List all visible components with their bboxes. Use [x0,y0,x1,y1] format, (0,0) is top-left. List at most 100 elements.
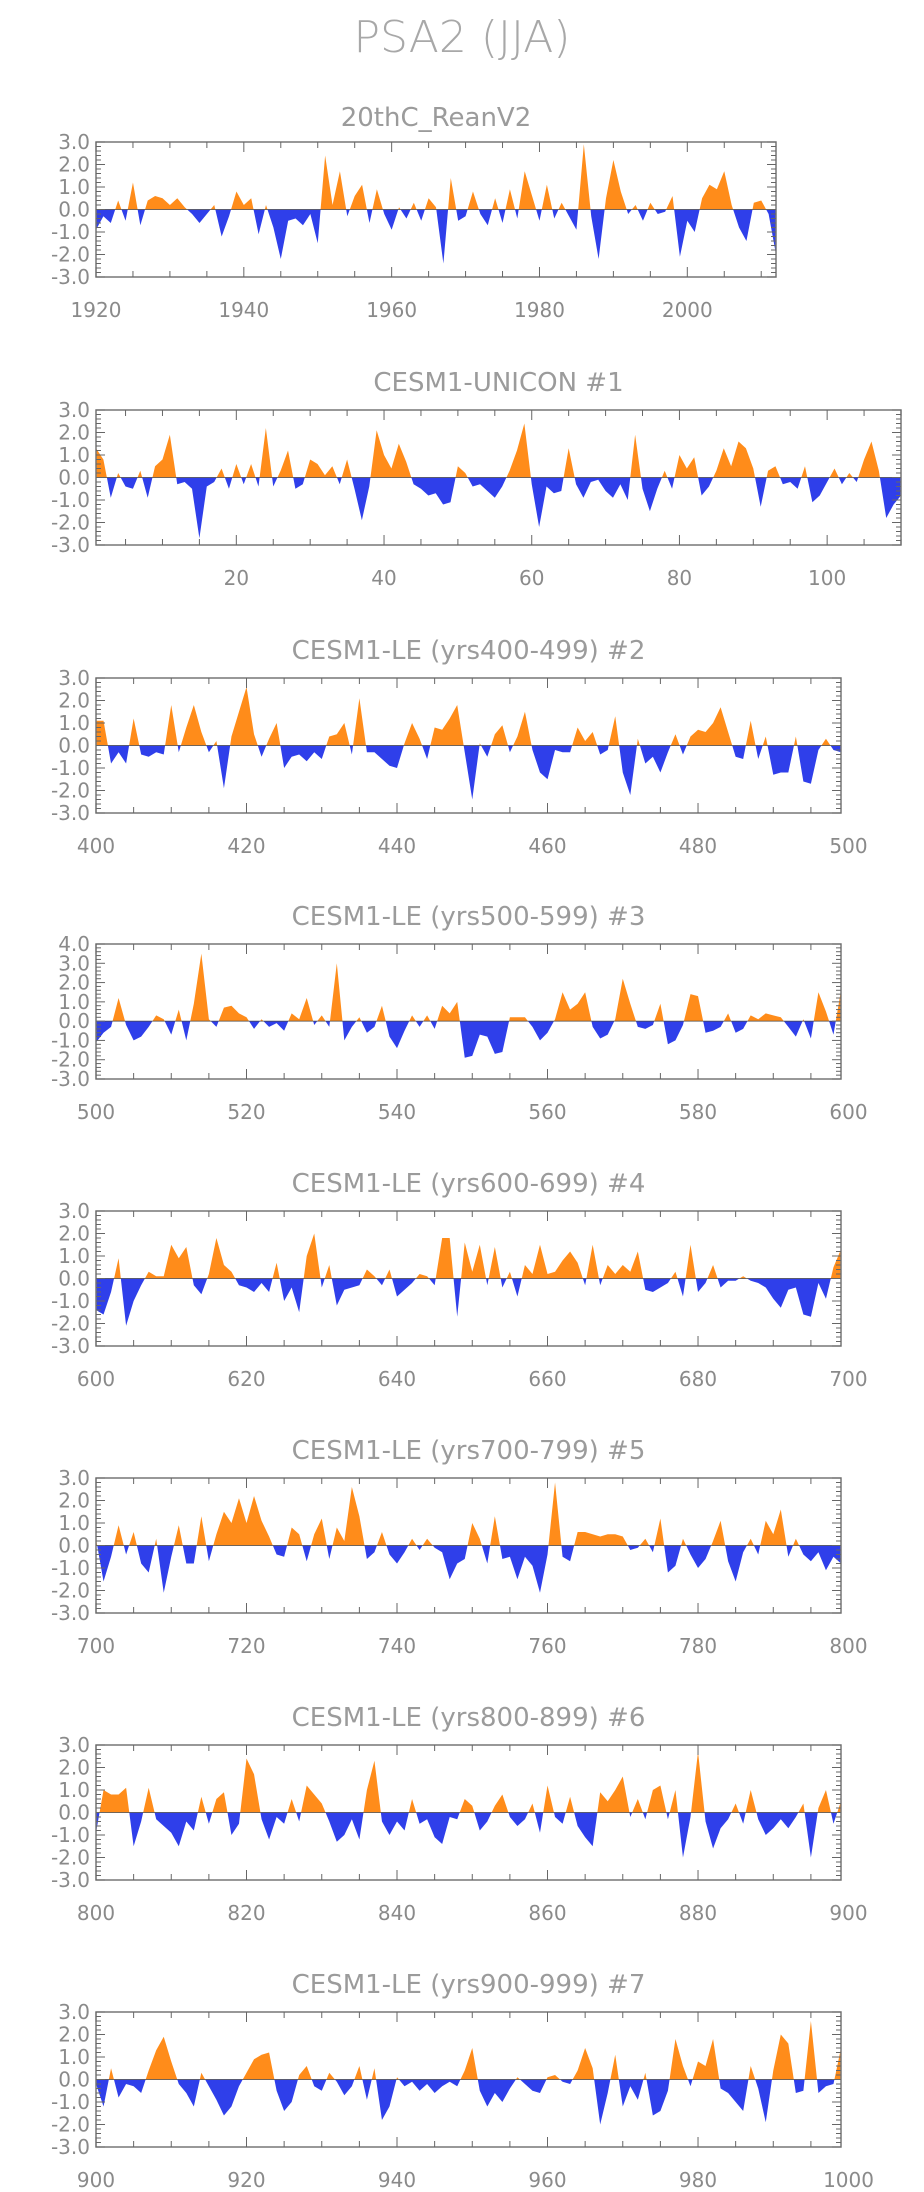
y-tick-label: 1.0 [58,2045,90,2069]
y-tick-label: 3.0 [58,1466,90,1490]
y-tick-label: -2.0 [51,779,90,803]
x-tick-label: 920 [227,2168,265,2192]
plot-frame [95,943,842,1080]
y-tick-label: -3.0 [51,533,90,557]
panel-1: 20thC_ReanV2 3.02.01.00.0-1.0-2.0-3.0 1920… [51,103,777,322]
x-tick-label: 460 [528,834,566,858]
negative-area [96,477,901,539]
x-tick-label: 800 [829,1634,867,1658]
x-tick-label: 660 [528,1367,566,1391]
y-tick-label: 1.0 [58,1778,90,1802]
x-tick-label: 100 [808,566,846,590]
positive-area [96,1482,841,1546]
y-tick-label: -2.0 [51,2113,90,2137]
x-tick-label: 500 [829,834,867,858]
panel-title: CESM1-UNICON #1 [373,368,623,398]
x-tick-label: 600 [77,1367,115,1391]
x-tick-label: 1980 [514,298,565,322]
positive-area [96,423,901,478]
y-tick-label: 2.0 [58,1756,90,1780]
x-tick-label: 400 [77,834,115,858]
y-tick-label: -1.0 [51,488,90,512]
y-tick-label: -2.0 [51,1846,90,1870]
y-tick-label: 1.0 [58,711,90,735]
y-tick-label: 0.0 [58,1534,90,1558]
y-tick-label: 1.0 [58,1244,90,1268]
y-tick-label: 2.0 [58,1489,90,1513]
x-tick-label: 500 [77,1100,115,1124]
negative-area [96,745,841,800]
x-tick-label: 760 [528,1634,566,1658]
panel-title: CESM1-LE (yrs400-499) #2 [292,636,646,666]
y-tick-label: -3.0 [51,2135,90,2159]
x-tick-label: 1920 [71,298,122,322]
positive-area [96,1751,841,1813]
x-tick-label: 420 [227,834,265,858]
x-tick-label: 2000 [662,298,713,322]
y-tick-label: 2.0 [58,1222,90,1246]
y-tick-label: 3.0 [58,1733,90,1757]
y-tick-label: 1.0 [58,175,90,199]
negative-area [96,1545,841,1593]
positive-area [96,687,841,746]
y-tick-label: -2.0 [51,1048,90,1072]
y-tick-label: 3.0 [58,666,90,690]
panel-title: CESM1-LE (yrs600-699) #4 [292,1169,646,1199]
panel-2: CESM1-UNICON #1 3.02.01.00.0-1.0-2.0-3.0 2… [51,368,902,590]
y-tick-label: -3.0 [51,1868,90,1892]
x-tick-label: 900 [77,2168,115,2192]
x-tick-label: 1960 [366,298,417,322]
y-tick-label: 2.0 [58,2023,90,2047]
negative-area [96,1021,841,1058]
y-tick-label: 2.0 [58,153,90,177]
y-tick-label: 0.0 [58,1801,90,1825]
y-tick-label: -2.0 [51,1579,90,1603]
y-tick-label: -2.0 [51,1312,90,1336]
panel-4: CESM1-LE (yrs500-599) #34.03.02.01.00.0-… [51,902,868,1124]
panel-title: CESM1-LE (yrs500-599) #3 [292,902,646,932]
x-tick-label: 620 [227,1367,265,1391]
x-tick-label: 800 [77,1901,115,1925]
positive-area [96,1233,841,1279]
y-tick-label: -1.0 [51,220,90,244]
x-tick-label: 960 [528,2168,566,2192]
y-tick-label: 0.0 [58,1009,90,1033]
y-tick-label: -1.0 [51,1556,90,1580]
y-tick-label: -2.0 [51,243,90,267]
y-tick-label: 2.0 [58,971,90,995]
negative-area [96,1812,841,1858]
page-title: PSA2 (JJA) [354,12,571,63]
y-tick-label: 0.0 [58,198,90,222]
y-tick-label: 0.0 [58,734,90,758]
y-tick-label: 3.0 [58,2000,90,2024]
positive-area [96,2021,841,2080]
panel-title: CESM1-LE (yrs900-999) #7 [292,1970,646,2000]
panel-8: CESM1-LE (yrs900-999) #7 3.02.01.00.0-1.0… [51,1970,874,2192]
positive-area [96,953,841,1022]
x-tick-label: 640 [378,1367,416,1391]
x-tick-label: 700 [829,1367,867,1391]
x-tick-label: 560 [528,1100,566,1124]
y-tick-label: -2.0 [51,511,90,535]
y-tick-label: 1.0 [58,990,90,1014]
negative-area [96,2079,841,2125]
x-tick-label: 900 [829,1901,867,1925]
y-tick-label: 3.0 [58,1199,90,1223]
x-tick-label: 700 [77,1634,115,1658]
y-tick-label: -3.0 [51,1334,90,1358]
y-tick-label: -1.0 [51,1289,90,1313]
y-tick-label: 3.0 [58,130,90,154]
panel-title: 20thC_ReanV2 [341,103,532,133]
x-tick-label: 580 [679,1100,717,1124]
x-tick-label: 520 [227,1100,265,1124]
x-tick-label: 40 [371,566,396,590]
y-tick-label: 0.0 [58,2068,90,2092]
x-tick-label: 820 [227,1901,265,1925]
x-tick-label: 1000 [823,2168,874,2192]
panel-7: CESM1-LE (yrs800-899) #6 3.02.01.00.0-1.0… [51,1703,868,1925]
y-tick-label: -3.0 [51,1601,90,1625]
x-tick-label: 740 [378,1634,416,1658]
x-tick-label: 980 [679,2168,717,2192]
x-tick-label: 860 [528,1901,566,1925]
